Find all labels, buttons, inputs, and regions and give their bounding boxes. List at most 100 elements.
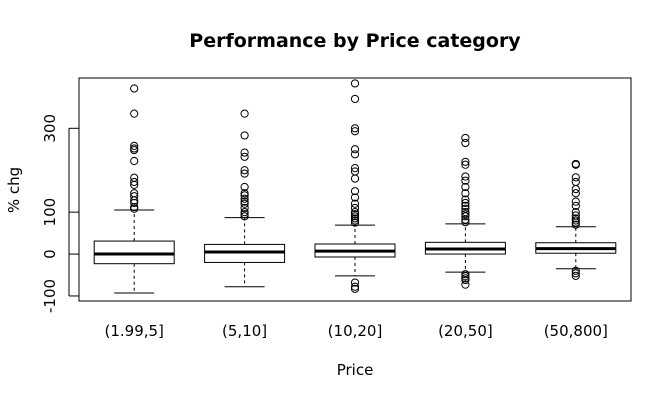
x-tick-label: (5,10] [222,322,267,340]
box-3 [424,133,506,289]
outlier-point [130,145,139,155]
outlier-point [240,203,249,213]
outlier-point [130,177,139,187]
outlier-point [461,270,470,279]
outlier-point [461,176,470,185]
outlier-point [571,184,580,194]
outlier-point [350,187,360,196]
outlier-point [240,199,249,208]
outlier-point [461,212,470,221]
x-tick-label: (50,800] [544,322,608,340]
outlier-point [461,138,470,148]
outlier-point [461,189,470,198]
outlier-point [350,127,360,136]
x-axis: (1.99,5] (5,10] (10,20] (20,50] (50,800] [104,322,607,340]
outlier-point [240,197,249,206]
outlier-point [240,166,249,175]
outlier-point [571,269,580,278]
outlier-point [350,284,360,293]
outlier-point [240,210,249,219]
outlier-point [240,109,249,118]
x-tick-label: (1.99,5] [104,322,163,340]
outlier-point [461,195,470,204]
outlier-point [240,189,249,198]
outlier-point [461,160,470,169]
outlier-point [350,199,360,208]
outlier-point [350,150,360,159]
outlier-point [240,152,249,161]
outlier-point [350,145,360,154]
outlier-point [350,94,360,104]
box-1 [204,109,286,288]
outlier-point [571,266,580,275]
outlier-point [240,212,249,221]
outlier-point [571,214,580,223]
box-2 [314,79,396,293]
box-0 [93,84,175,294]
y-tick-label: 100 [41,198,59,227]
outlier-point [461,210,470,219]
outlier-point [571,208,580,217]
outlier-point [350,203,360,213]
outlier-point [350,174,360,183]
outlier-point [350,282,360,291]
outlier-point [240,194,249,203]
outlier-point [461,275,470,285]
y-tick-label: 0 [41,249,59,259]
outlier-point [350,212,360,221]
outlier-point [130,141,139,151]
x-tick-label: (10,20] [328,322,383,340]
outlier-point [350,218,360,227]
outlier-point [571,201,580,210]
y-tick-label: -100 [41,279,59,313]
box-4 [535,159,617,280]
outlier-point [240,148,249,157]
outlier-point [350,164,360,173]
outlier-point [350,278,360,287]
outlier-point [571,160,580,169]
plot-frame [78,77,632,302]
outlier-point [240,191,249,200]
outlier-point [571,218,580,227]
outlier-point [130,180,139,189]
outlier-point [350,210,360,219]
outlier-point [461,272,470,281]
outlier-point [461,172,470,181]
outlier-point [461,198,470,208]
iqr-box [93,240,175,265]
outlier-point [350,79,360,88]
outlier-point [130,198,139,208]
outlier-point [350,216,360,225]
outlier-point [461,133,470,143]
outlier-point [461,218,470,227]
outlier-point [130,173,139,182]
outlier-point [571,271,580,280]
x-tick-label: (20,50] [438,322,493,340]
outlier-point [130,84,139,93]
outlier-point [571,220,580,229]
chart-title: Performance by Price category [189,30,521,52]
outlier-point [461,157,470,166]
outlier-point [130,109,139,118]
outlier-point [240,208,249,217]
outlier-point [240,182,249,192]
outlier-point [571,173,580,182]
outlier-point [130,156,139,166]
outlier-point [571,216,580,225]
outlier-point [350,124,360,133]
outlier-point [571,197,580,206]
y-axis-label: % chg [5,167,23,213]
y-tick-label: 300 [41,114,59,143]
outlier-point [461,215,470,224]
outlier-point [130,204,139,213]
outlier-point [240,131,249,140]
outlier-point [461,182,470,192]
outlier-point [571,189,580,198]
outlier-point [350,214,360,223]
outlier-point [571,177,580,187]
x-axis-label: Price [337,361,374,379]
outlier-point [350,193,360,202]
y-axis: -100 0 100 300 [41,114,79,313]
outlier-point [240,169,249,178]
